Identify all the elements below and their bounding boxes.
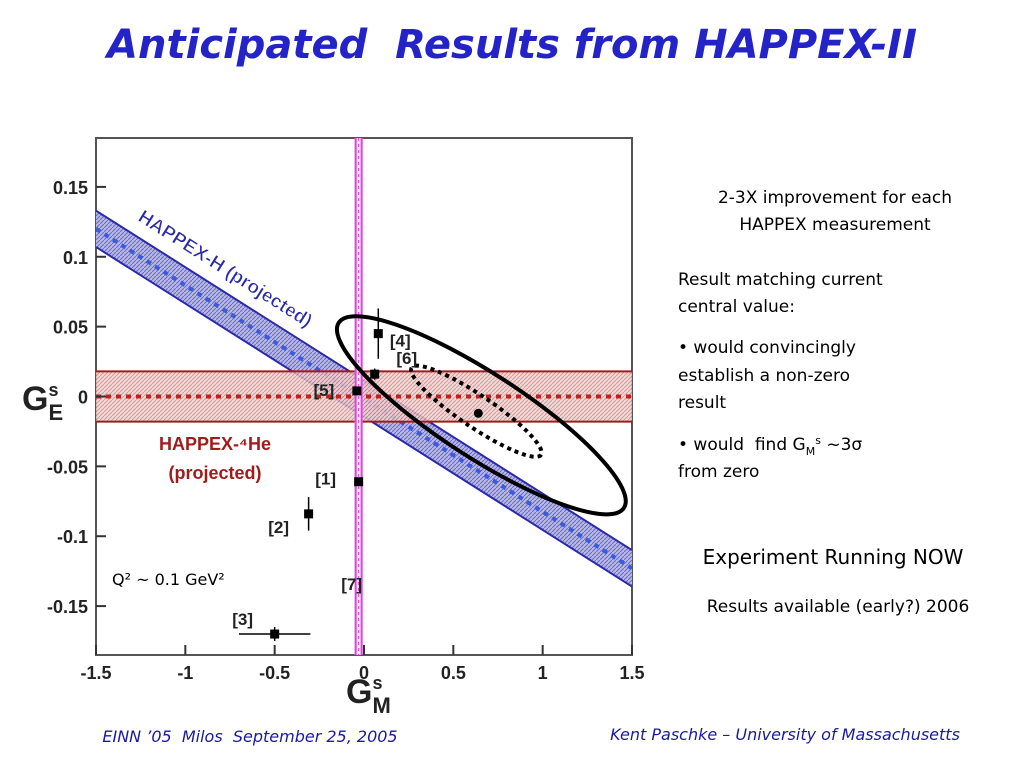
footer-left: EINN ’05 Milos September 25, 2005 <box>102 727 397 746</box>
point-label: [6] <box>396 349 417 368</box>
x-tick-label: 0 <box>359 663 369 683</box>
point-label: [5] <box>313 381 334 400</box>
y-tick-label: 0 <box>78 388 88 408</box>
x-tick-label: 1.5 <box>619 663 644 683</box>
note: result <box>678 393 726 413</box>
note: Result matching current <box>678 270 883 290</box>
axis-label-sup: s <box>372 673 382 693</box>
point <box>304 509 314 519</box>
point <box>352 386 362 396</box>
note: from zero <box>678 462 759 482</box>
notes: 2-3X improvement for each HAPPEX measure… <box>678 188 969 617</box>
note-sub: M <box>806 445 816 458</box>
note: • would convincingly <box>678 338 856 358</box>
note-part: ~3σ <box>821 435 862 455</box>
point-label: [7] <box>341 575 362 594</box>
y-tick-label: -0.15 <box>47 597 88 617</box>
x-tick-label: -0.5 <box>259 663 290 683</box>
axis-label-base: G <box>22 380 48 418</box>
y-tick-label: 0.1 <box>63 248 88 268</box>
slide-title: Anticipated Results from HAPPEX-II <box>104 22 917 68</box>
point <box>354 477 364 487</box>
note: 2-3X improvement for each <box>718 188 952 208</box>
point-label: [4] <box>390 332 411 351</box>
band-label: HAPPEX-⁴He <box>159 434 271 454</box>
plot-area <box>96 138 632 655</box>
x-tick-label: 1 <box>538 663 548 683</box>
axis-label: Gs E <box>22 380 63 425</box>
point <box>370 369 380 379</box>
y-tick-label: 0.05 <box>53 318 88 338</box>
band-label: (projected) <box>168 463 261 483</box>
projection-point <box>473 408 483 418</box>
annotation: Q² ~ 0.1 GeV² <box>112 570 225 589</box>
note-sup: s <box>815 434 821 447</box>
note: central value: <box>678 297 795 317</box>
note: • would find GMs ~3σ <box>678 434 862 458</box>
note-part: • would find G <box>678 435 806 455</box>
axis-label-sup: s <box>48 380 58 400</box>
footer-right: Kent Paschke – University of Massachuset… <box>610 725 960 744</box>
axis-label-sub: E <box>48 400 63 425</box>
x-tick-label: -1.5 <box>80 663 111 683</box>
note-running: Experiment Running NOW <box>703 545 964 569</box>
note: Results available (early?) 2006 <box>707 597 970 617</box>
note: establish a non-zero <box>678 366 850 386</box>
point-label: [2] <box>268 518 289 537</box>
note: HAPPEX measurement <box>739 215 931 235</box>
band <box>96 371 632 422</box>
projection-ellipse <box>409 363 544 459</box>
y-tick-label: -0.1 <box>57 527 88 547</box>
point-label: [1] <box>315 470 336 489</box>
point <box>373 329 383 339</box>
x-tick-label: 0.5 <box>441 663 466 683</box>
axis-label-sub: M <box>372 693 390 718</box>
y-tick-label: -0.05 <box>47 457 88 477</box>
y-tick-label: 0.15 <box>53 178 88 198</box>
axis-label-base: G <box>346 673 372 711</box>
axis-label: Gs M <box>346 673 391 718</box>
projection-ellipse <box>334 314 628 517</box>
point <box>270 629 280 639</box>
x-tick-label: -1 <box>177 663 193 683</box>
point-label: [3] <box>232 610 253 629</box>
